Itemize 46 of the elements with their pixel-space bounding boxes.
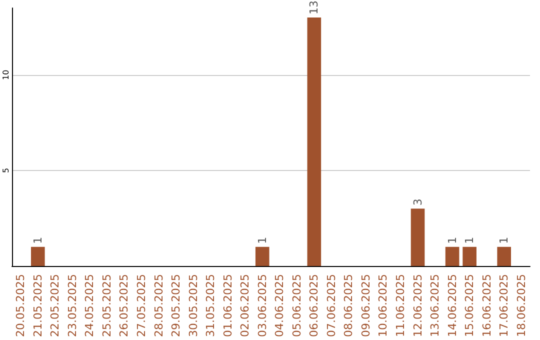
data-label: 1 [498,236,511,244]
bar [445,246,460,266]
y-tick-label: 5 [2,168,10,174]
data-label: 1 [31,236,44,244]
x-tick-label: 24.05.2025 [83,274,96,338]
x-tick-label: 06.06.2025 [308,274,321,338]
x-tick-label: 04.06.2025 [273,274,286,338]
bar [255,246,270,266]
x-tick-label: 01.06.2025 [221,274,234,338]
x-tick-label: 03.06.2025 [256,274,269,338]
bar [497,246,512,266]
bar [307,18,322,266]
data-label: 1 [256,236,269,244]
x-tick-label: 28.05.2025 [152,274,166,338]
x-tick-label: 10.06.2025 [376,274,390,338]
bar [410,208,425,266]
x-tick-label: 26.05.2025 [118,274,131,338]
data-label: 1 [446,236,459,244]
y-tick-label: 10 [2,70,10,80]
x-tick-label: 02.06.2025 [238,274,252,338]
x-tick-label: 31.05.2025 [204,274,218,338]
data-label: 1 [463,236,476,244]
x-tick-label: 16.06.2025 [480,274,494,338]
x-tick-label: 29.05.2025 [170,274,183,338]
x-tick-label: 27.05.2025 [135,274,148,338]
bar [30,246,45,266]
x-tick-label: 14.06.2025 [446,274,459,338]
x-tick-label: 23.05.2025 [66,274,79,338]
data-label: 3 [411,198,424,206]
x-tick-label: 13.06.2025 [428,274,442,338]
x-tick-label: 12.06.2025 [411,274,424,338]
x-tick-label: 22.05.2025 [48,274,62,338]
x-tick-label: 18.06.2025 [514,274,528,338]
data-label: 13 [308,0,321,15]
bar [462,246,476,266]
x-tick-label: 11.06.2025 [394,274,407,338]
x-tick-label: 07.06.2025 [324,274,338,338]
x-tick-label: 09.06.2025 [359,274,372,338]
x-tick-label: 25.05.2025 [100,274,114,338]
x-tick-label: 21.05.2025 [31,274,44,338]
x-tick-label: 15.06.2025 [463,274,476,338]
x-tick-label: 30.05.2025 [186,274,200,338]
x-tick-label: 05.06.2025 [290,274,304,338]
x-tick-label: 20.05.2025 [14,274,28,338]
x-tick-label: 08.06.2025 [342,274,356,338]
x-tick-label: 17.06.2025 [498,274,511,338]
